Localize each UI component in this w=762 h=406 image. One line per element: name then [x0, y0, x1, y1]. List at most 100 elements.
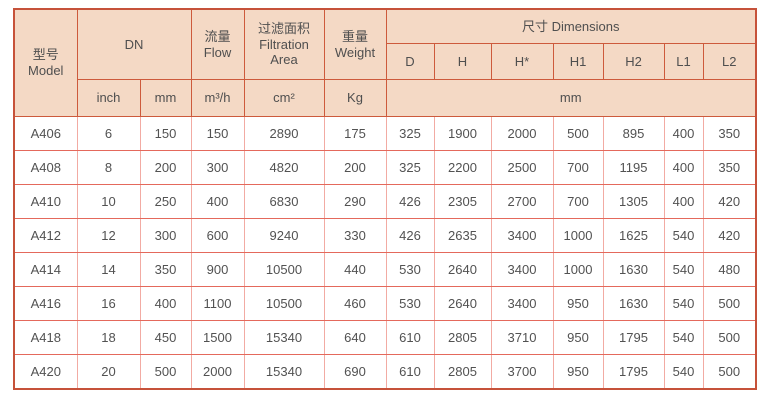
- cell-weight: 330: [323, 218, 387, 253]
- header-row-units: inch mm m³/h cm² Kg mm: [14, 79, 757, 117]
- cell-dim-d: 325: [385, 150, 435, 185]
- cell-dim-h2: 1795: [602, 320, 665, 355]
- cell-filtration-area: 15340: [243, 354, 325, 390]
- cell-weight: 640: [323, 320, 387, 355]
- header-model-zh: 型号: [32, 47, 59, 63]
- cell-dim-l2: 350: [702, 150, 757, 185]
- cell-dim-h2: 895: [602, 116, 665, 151]
- cell-dn-inch: 8: [76, 150, 141, 185]
- cell-dim-l1: 540: [663, 218, 704, 253]
- cell-dn-inch: 6: [76, 116, 141, 151]
- cell-dim-d: 426: [385, 218, 435, 253]
- cell-dim-l2: 500: [702, 320, 757, 355]
- cell-dim-h2: 1625: [602, 218, 665, 253]
- cell-filtration-area: 9240: [243, 218, 325, 253]
- cell-dim-h2: 1195: [602, 150, 665, 185]
- cell-dim-h2: 1630: [602, 252, 665, 287]
- cell-filtration-area: 2890: [243, 116, 325, 151]
- cell-dim-h-star: 3400: [490, 252, 554, 287]
- cell-model: A418: [13, 320, 78, 355]
- cell-dim-h-star: 2700: [490, 184, 554, 219]
- cell-dn-inch: 20: [76, 354, 141, 390]
- header-cell-dn: DN: [76, 8, 192, 80]
- header-cell-dim-d: D: [385, 43, 435, 80]
- header-flow-zh: 流量: [204, 28, 231, 44]
- cell-dn-inch: 10: [76, 184, 141, 219]
- header-weight-zh: 重量: [341, 28, 368, 44]
- cell-dn-inch: 12: [76, 218, 141, 253]
- cell-dn-mm: 400: [139, 286, 192, 321]
- cell-dim-h1: 700: [552, 150, 604, 185]
- cell-dim-h-star: 3400: [490, 286, 554, 321]
- header-flow-en: Flow: [203, 44, 232, 60]
- cell-dim-h1: 1000: [552, 252, 604, 287]
- cell-dim-l1: 400: [663, 150, 704, 185]
- cell-dim-d: 530: [385, 286, 435, 321]
- table-header: 型号 Model DN 流量 Flow 过滤面积 Filtration Area…: [13, 8, 757, 117]
- header-cell-dim-h1: H1: [552, 43, 604, 80]
- cell-dim-h1: 950: [552, 354, 604, 390]
- table-row: A412 12 300 600 9240 330 426 2635 3400 1000 1625 54…: [13, 218, 757, 253]
- cell-flow: 600: [190, 218, 245, 253]
- header-row-2: D H H* H1 H2 L1 L2: [14, 43, 757, 80]
- cell-filtration-area: 10500: [243, 286, 325, 321]
- table-body: A406 6 150 150 2890 175 325 1900 2000 500 895 400 35…: [13, 116, 757, 390]
- cell-dim-l1: 540: [663, 354, 704, 390]
- cell-weight: 690: [323, 354, 387, 390]
- header-cell-model: 型号 Model: [13, 8, 78, 117]
- cell-dn-inch: 18: [76, 320, 141, 355]
- cell-dim-h1: 1000: [552, 218, 604, 253]
- cell-flow: 1500: [190, 320, 245, 355]
- cell-dim-h: 2805: [433, 354, 492, 390]
- cell-dim-l1: 400: [663, 116, 704, 151]
- cell-weight: 290: [323, 184, 387, 219]
- cell-model: A414: [13, 252, 78, 287]
- cell-dim-d: 426: [385, 184, 435, 219]
- cell-dn-mm: 150: [139, 116, 192, 151]
- cell-dn-mm: 450: [139, 320, 192, 355]
- cell-filtration-area: 4820: [243, 150, 325, 185]
- unit-cell-inch: inch: [76, 79, 141, 117]
- table-row: A420 20 500 2000 15340 690 610 2805 3700 950 1795 5…: [13, 354, 757, 390]
- cell-flow: 150: [190, 116, 245, 151]
- cell-filtration-area: 15340: [243, 320, 325, 355]
- cell-flow: 400: [190, 184, 245, 219]
- cell-dim-l2: 500: [702, 354, 757, 390]
- cell-dim-l1: 540: [663, 286, 704, 321]
- header-row-1: 型号 Model DN 流量 Flow 过滤面积 Filtration Area…: [13, 8, 757, 117]
- cell-model: A416: [13, 286, 78, 321]
- cell-weight: 175: [323, 116, 387, 151]
- filter-spec-table: 型号 Model DN 流量 Flow 过滤面积 Filtration Area…: [13, 8, 757, 390]
- cell-dim-l2: 420: [702, 184, 757, 219]
- table-row: A410 10 250 400 6830 290 426 2305 2700 700 1305 400…: [13, 184, 757, 219]
- cell-dim-l2: 420: [702, 218, 757, 253]
- header-cell-dim-h-star: H*: [490, 43, 554, 80]
- header-weight-en: Weight: [334, 44, 376, 60]
- table-row: A418 18 450 1500 15340 640 610 2805 3710 950 1795 5…: [13, 320, 757, 355]
- cell-dim-h2: 1305: [602, 184, 665, 219]
- cell-weight: 460: [323, 286, 387, 321]
- cell-dim-l1: 400: [663, 184, 704, 219]
- cell-dim-h-star: 2000: [490, 116, 554, 151]
- header-cell-flow: 流量 Flow: [190, 8, 245, 80]
- header-cell-dim-h: H: [433, 43, 492, 80]
- cell-dn-mm: 500: [139, 354, 192, 390]
- header-cell-filtration-area: 过滤面积 Filtration Area: [243, 8, 325, 80]
- cell-dim-h-star: 3710: [490, 320, 554, 355]
- cell-dim-h: 2640: [433, 286, 492, 321]
- header-area-zh: 过滤面积: [257, 20, 310, 36]
- cell-flow: 900: [190, 252, 245, 287]
- cell-weight: 200: [323, 150, 387, 185]
- cell-dn-mm: 200: [139, 150, 192, 185]
- cell-model: A412: [13, 218, 78, 253]
- cell-model: A420: [13, 354, 78, 390]
- cell-dim-h: 2305: [433, 184, 492, 219]
- cell-dn-mm: 300: [139, 218, 192, 253]
- cell-dim-d: 610: [385, 320, 435, 355]
- cell-dn-inch: 14: [76, 252, 141, 287]
- header-area-en: Filtration Area: [259, 36, 309, 68]
- cell-model: A408: [13, 150, 78, 185]
- cell-flow: 1100: [190, 286, 245, 321]
- cell-filtration-area: 10500: [243, 252, 325, 287]
- cell-dim-h-star: 3700: [490, 354, 554, 390]
